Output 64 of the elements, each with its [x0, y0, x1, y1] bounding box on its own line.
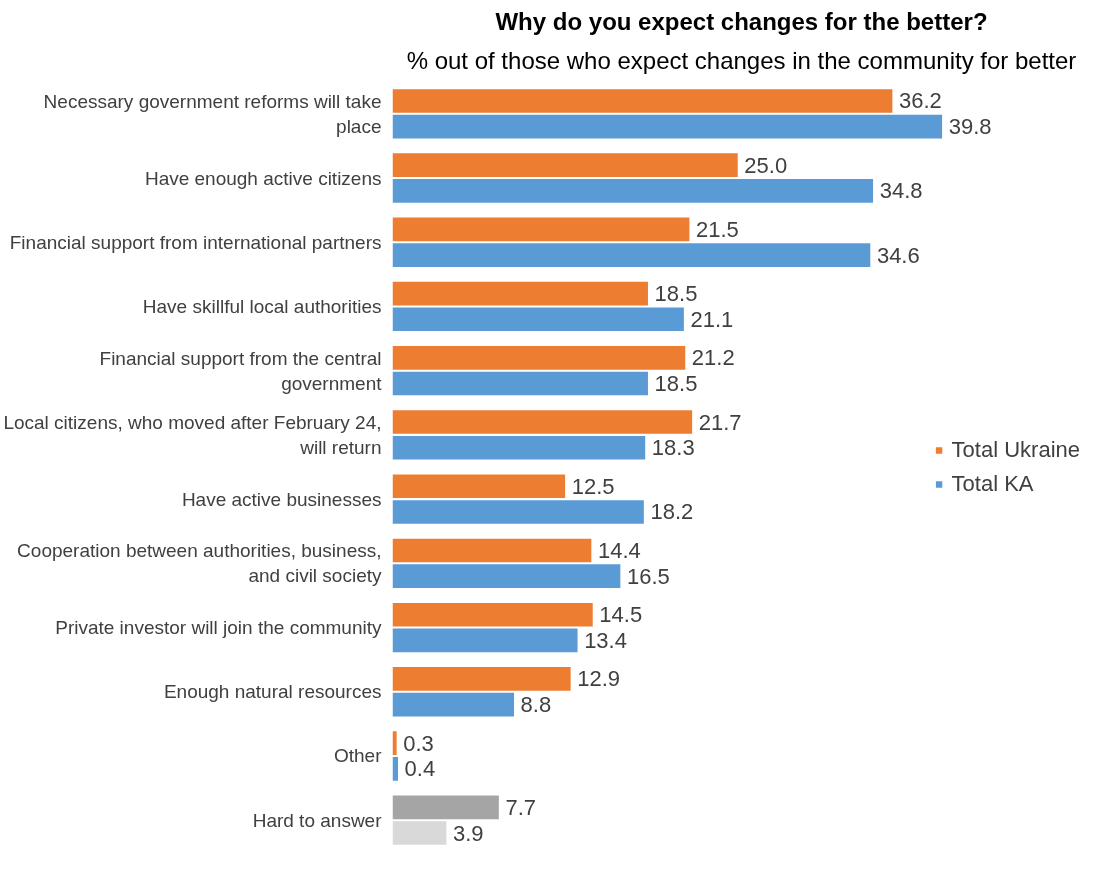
- data-label: 18.5: [654, 371, 698, 397]
- bar: [392, 346, 686, 370]
- data-label: 14.5: [599, 602, 643, 628]
- bar: [392, 628, 578, 653]
- data-label: 25.0: [744, 152, 788, 178]
- data-label: 0.3: [403, 730, 434, 756]
- data-label: 12.5: [571, 473, 615, 499]
- y-tick-label: Financial support from the central government: [99, 347, 383, 394]
- bar: [392, 602, 593, 627]
- bar: [392, 500, 644, 524]
- data-label: 14.4: [597, 537, 641, 563]
- bar: [392, 756, 399, 781]
- bar: [392, 89, 893, 113]
- data-label: 7.7: [505, 794, 537, 820]
- y-tick-label: Have enough active citizens: [144, 167, 382, 189]
- bar: [392, 692, 515, 717]
- bar: [392, 114, 943, 139]
- y-tick-label: Hard to answer: [252, 809, 383, 831]
- legend-label: Total Ukraine: [951, 436, 1080, 463]
- bar: [392, 217, 690, 242]
- bar: [392, 538, 592, 563]
- data-label: 3.9: [452, 820, 484, 846]
- bar: [392, 435, 646, 460]
- data-label: 8.8: [520, 692, 552, 718]
- y-tick-label: Financial support from international partners: [9, 231, 382, 253]
- data-label: 21.5: [695, 216, 739, 242]
- bar: [392, 153, 738, 178]
- y-tick-label: Cooperation between authorities, business, and civil society: [17, 540, 382, 587]
- bar: [392, 564, 621, 588]
- bar: [392, 307, 684, 332]
- data-label: 21.2: [691, 345, 735, 371]
- y-tick-label: Necessary government reforms will take place: [43, 90, 382, 137]
- legend-label: Total KA: [951, 470, 1034, 497]
- data-label: 21.1: [690, 306, 734, 332]
- y-tick-label: Have active businesses: [181, 488, 382, 510]
- chart-title: Why do you expect changes for the better?: [495, 7, 988, 35]
- y-tick-label: Private investor will join the community: [55, 617, 382, 639]
- data-label: 13.4: [584, 627, 627, 653]
- data-label: 34.8: [879, 178, 923, 204]
- data-label: 0.4: [404, 756, 436, 782]
- data-label: 21.7: [698, 409, 742, 435]
- chart-subtitle: % out of those who expect changes in the community for better: [406, 46, 1077, 74]
- bar: [392, 821, 447, 845]
- data-label: 36.2: [898, 88, 942, 114]
- data-label: 12.9: [577, 666, 621, 692]
- bar: [392, 371, 648, 396]
- bar: [392, 667, 571, 691]
- y-tick-label: Have skillful local authorities: [142, 295, 382, 317]
- bar: [392, 474, 566, 499]
- data-label: 16.5: [626, 563, 670, 589]
- bar: [392, 410, 693, 434]
- y-tick-label: Enough natural resources: [163, 681, 382, 703]
- data-label: 18.5: [654, 281, 698, 307]
- bar: [392, 179, 874, 203]
- data-label: 18.3: [651, 435, 695, 461]
- bar: [392, 731, 397, 755]
- data-label: 18.2: [650, 499, 694, 525]
- y-tick-label: Local citizens, who moved after February 24, will return: [3, 411, 382, 458]
- data-label: 34.6: [876, 242, 920, 268]
- bar: [392, 243, 871, 267]
- data-label: 39.8: [948, 114, 992, 140]
- y-tick-label: Other: [333, 745, 383, 767]
- bar: [392, 795, 499, 820]
- bar: [392, 281, 648, 306]
